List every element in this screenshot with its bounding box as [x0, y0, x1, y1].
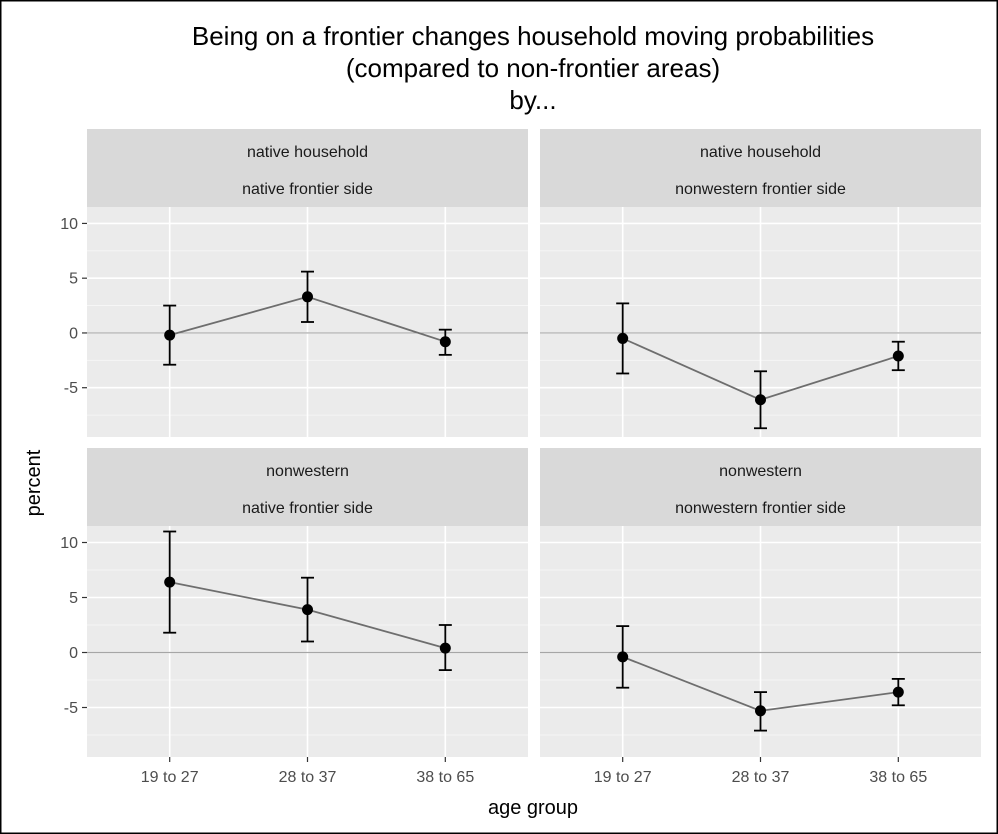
x-tick-label: 28 to 37 [732, 769, 790, 786]
data-point [439, 336, 451, 348]
title-line-3: by... [509, 85, 556, 115]
strip-label-2: nonwestern frontier side [675, 181, 846, 198]
facet-panels: native household native frontier side -5 0 5… [60, 129, 981, 786]
data-point [755, 705, 766, 717]
data-point [164, 576, 176, 588]
strip-label-1: native household [700, 144, 821, 161]
strip-background [87, 129, 528, 207]
x-tick-label: 38 to 65 [869, 769, 927, 786]
strip-label-2: nonwestern frontier side [675, 500, 846, 517]
y-tick-label: 0 [69, 325, 78, 342]
data-point [617, 332, 629, 344]
y-tick-label: 10 [60, 216, 78, 233]
y-axis-title: percent [23, 449, 45, 516]
facet-panel-1: native household native frontier side -5 0 5… [60, 129, 528, 437]
strip-background [87, 448, 528, 526]
data-point [164, 329, 176, 341]
y-tick-label: 5 [69, 271, 78, 288]
title-line-1: Being on a frontier changes household mo… [192, 21, 874, 51]
y-tick-label: 5 [69, 590, 78, 607]
chart-title: Being on a frontier changes household mo… [192, 21, 874, 115]
strip-background [540, 448, 981, 526]
x-tick-label: 38 to 65 [416, 769, 474, 786]
data-point [439, 642, 451, 654]
data-point [302, 604, 313, 616]
y-tick-label: 10 [60, 535, 78, 552]
strip-background [540, 129, 981, 207]
y-tick-label: -5 [64, 380, 78, 397]
strip-label-1: native household [247, 144, 368, 161]
facet-panel-3: nonwestern native frontier side -5 0 5 10 19 t… [60, 448, 528, 786]
facet-panel-2: native household nonwestern frontier side [540, 129, 981, 437]
data-point [617, 651, 629, 663]
data-point [892, 350, 904, 362]
x-tick-label: 19 to 27 [141, 769, 199, 786]
strip-label-2: native frontier side [242, 500, 373, 517]
data-point [302, 291, 313, 303]
x-tick-label: 28 to 37 [279, 769, 337, 786]
x-tick-label: 19 to 27 [594, 769, 652, 786]
title-line-2: (compared to non-frontier areas) [346, 53, 720, 83]
strip-label-1: nonwestern [719, 463, 802, 480]
x-axis-title: age group [488, 797, 578, 819]
data-point [892, 686, 904, 698]
facet-panel-4: nonwestern nonwestern frontier side 19 to … [540, 448, 981, 786]
y-tick-label: 0 [69, 645, 78, 662]
strip-label-1: nonwestern [266, 463, 349, 480]
data-point [755, 394, 766, 406]
strip-label-2: native frontier side [242, 181, 373, 198]
y-tick-label: -5 [64, 700, 78, 717]
